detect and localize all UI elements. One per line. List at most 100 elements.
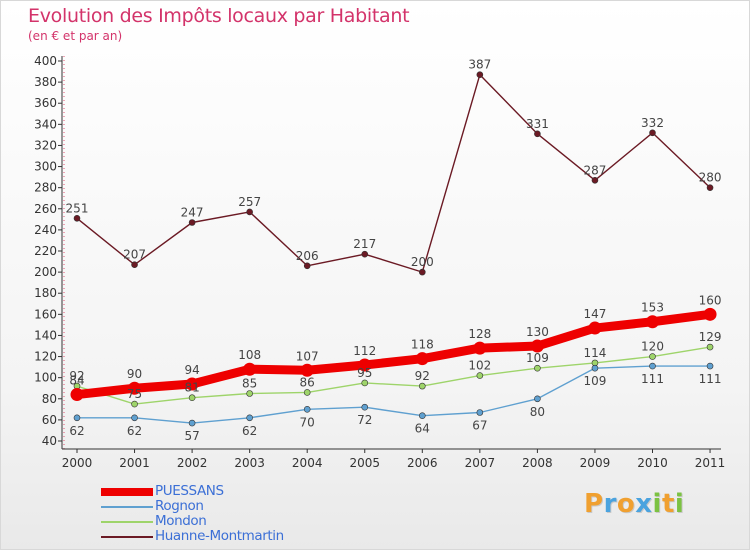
data-label-mondon: 95	[357, 366, 372, 380]
point-rognon	[188, 419, 196, 427]
data-label-puessans: 112	[353, 344, 376, 358]
x-tick-label: 2001	[119, 456, 150, 470]
point-puessans	[703, 307, 717, 321]
data-label-puessans: 128	[468, 327, 491, 341]
y-tick-label: 100	[34, 371, 57, 385]
chart-subtitle: (en € et par an)	[28, 29, 123, 43]
series-layer	[70, 71, 717, 427]
y-tick-label: 280	[34, 181, 57, 195]
point-puessans	[530, 339, 544, 353]
data-label-mondon: 81	[184, 381, 199, 395]
y-tick-label: 120	[34, 350, 57, 364]
data-label-huanne-montmartin: 251	[66, 201, 89, 215]
point-huanne-montmartin	[418, 268, 426, 276]
point-rognon	[73, 414, 81, 422]
point-mondon	[706, 343, 714, 351]
legend-swatch	[101, 536, 153, 538]
data-label-mondon: 86	[300, 375, 315, 389]
y-tick-label: 60	[42, 413, 57, 427]
data-label-huanne-montmartin: 387	[468, 58, 491, 72]
y-tick-label: 140	[34, 328, 57, 342]
data-label-rognon: 62	[242, 424, 257, 438]
logo-letter: t	[661, 489, 675, 519]
y-tick-label: 300	[34, 160, 57, 174]
x-tick-label: 2006	[407, 456, 438, 470]
point-puessans	[128, 381, 142, 395]
y-tick-label: 380	[34, 75, 57, 89]
logo-letter: i	[652, 489, 662, 519]
point-rognon	[418, 412, 426, 419]
point-mondon	[649, 353, 656, 360]
data-label-puessans: 153	[641, 301, 664, 315]
y-tick-label: 40	[42, 434, 57, 448]
point-rognon	[476, 409, 484, 416]
y-tick-label: 200	[34, 265, 57, 279]
x-tick-label: 2000	[62, 456, 93, 470]
x-tick-label: 2010	[637, 456, 668, 470]
point-puessans	[415, 352, 429, 366]
axes: 40 60 80 100 120 140 160 180 200 220 240 260 280 300 3…	[34, 54, 725, 470]
point-puessans	[646, 315, 659, 329]
data-label-puessans: 108	[238, 348, 261, 362]
point-rognon	[534, 395, 541, 403]
point-rognon	[131, 414, 138, 422]
data-label-mondon: 109	[526, 351, 549, 365]
point-mondon	[418, 382, 426, 390]
data-label-puessans: 160	[699, 293, 722, 307]
x-tick-label: 2004	[292, 456, 323, 470]
data-label-huanne-montmartin: 217	[353, 237, 376, 251]
legend-label: Rognon	[155, 498, 204, 514]
data-label-huanne-montmartin: 280	[699, 171, 722, 185]
point-rognon	[303, 406, 311, 413]
y-tick-label: 320	[34, 138, 57, 152]
x-tick-label: 2003	[234, 456, 265, 470]
proxiti-logo: Proxiti	[584, 489, 684, 519]
data-label-huanne-montmartin: 207	[123, 248, 146, 262]
series-line-huanne-montmartin	[76, 74, 711, 273]
point-huanne-montmartin	[476, 71, 484, 79]
data-label-huanne-montmartin: 257	[238, 195, 261, 209]
data-labels: 251 207 247 257 206 217 200 387 331 287 332 280 92 75…	[66, 58, 722, 443]
data-label-rognon: 72	[357, 413, 372, 427]
data-label-puessans: 90	[127, 367, 142, 381]
x-tick-label: 2005	[349, 456, 380, 470]
point-puessans	[300, 363, 314, 377]
y-tick-label: 240	[34, 223, 57, 237]
data-label-huanne-montmartin: 200	[411, 255, 434, 269]
data-label-mondon: 120	[641, 340, 664, 354]
data-label-puessans: 118	[411, 338, 434, 352]
point-mondon	[131, 400, 138, 408]
point-mondon	[476, 372, 484, 379]
legend-label: Huanne-Montmartin	[155, 528, 284, 544]
legend-swatch	[101, 488, 153, 496]
point-puessans	[588, 321, 602, 335]
point-rognon	[649, 362, 656, 370]
data-label-puessans: 130	[526, 325, 549, 339]
y-tick-label: 260	[34, 202, 57, 216]
data-label-huanne-montmartin: 331	[526, 117, 549, 131]
point-mondon	[246, 390, 253, 397]
data-label-puessans: 94	[184, 363, 199, 377]
data-label-rognon: 70	[300, 415, 315, 429]
data-label-mondon: 85	[242, 377, 257, 391]
legend-label: Mondon	[155, 513, 207, 529]
x-tick-label: 2007	[465, 456, 496, 470]
point-huanne-montmartin	[361, 250, 369, 258]
point-huanne-montmartin	[649, 129, 656, 137]
legend-swatch	[101, 521, 153, 523]
point-mondon	[534, 364, 541, 372]
x-tick-label: 2009	[580, 456, 611, 470]
y-tick-label: 160	[34, 307, 57, 321]
point-huanne-montmartin	[706, 184, 714, 191]
y-tick-label: 80	[42, 392, 57, 406]
point-huanne-montmartin	[303, 262, 311, 270]
data-label-rognon: 111	[699, 372, 722, 386]
data-label-rognon: 62	[127, 424, 142, 438]
y-tick-label: 340	[34, 117, 57, 131]
chart-title: Evolution des Impôts locaux par Habitant	[28, 5, 410, 27]
logo-letter: o	[616, 489, 636, 519]
data-label-rognon: 111	[641, 372, 664, 386]
point-huanne-montmartin	[188, 219, 196, 226]
point-rognon	[591, 364, 599, 372]
